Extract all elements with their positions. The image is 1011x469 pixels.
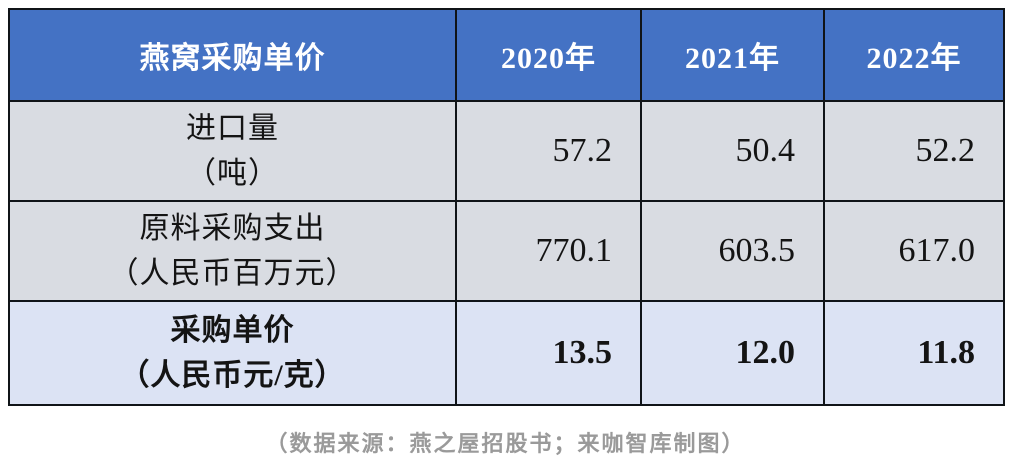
row-label-import-volume: 进口量 （吨）	[8, 100, 457, 202]
row-label-line1: 进口量	[186, 112, 279, 145]
row-label-line2: （人民币元/克）	[119, 359, 346, 392]
table-header-row: 燕窝采购单价 2020年 2021年 2022年	[8, 8, 1005, 102]
cell-import-2021: 50.4	[640, 100, 825, 202]
cell-unitprice-2022: 11.8	[823, 300, 1005, 406]
cell-unitprice-2020: 13.5	[455, 300, 642, 406]
row-label-line1: 原料采购支出	[139, 212, 326, 245]
cell-spend-2021: 603.5	[640, 200, 825, 302]
year-header-2022: 2022年	[823, 8, 1005, 102]
year-header-2020: 2020年	[455, 8, 642, 102]
cell-import-2022: 52.2	[823, 100, 1005, 202]
cell-unitprice-2021: 12.0	[640, 300, 825, 406]
table-row-raw-material-spend: 原料采购支出 （人民币百万元） 770.1 603.5 617.0	[8, 200, 1005, 302]
table-row-import-volume: 进口量 （吨） 57.2 50.4 52.2	[8, 100, 1005, 202]
row-label-line2: （人民币百万元）	[108, 257, 357, 290]
row-label-line1: 采购单价	[170, 314, 295, 347]
cell-spend-2020: 770.1	[455, 200, 642, 302]
table-title-cell: 燕窝采购单价	[8, 8, 457, 102]
row-label-line2: （吨）	[186, 157, 279, 190]
source-caption: （数据来源：燕之屋招股书；来咖智库制图）	[265, 431, 746, 456]
procurement-price-table: 燕窝采购单价 2020年 2021年 2022年 进口量 （吨） 57.2 50…	[8, 8, 1005, 406]
row-label-raw-material-spend: 原料采购支出 （人民币百万元）	[8, 200, 457, 302]
table-row-unit-price: 采购单价 （人民币元/克） 13.5 12.0 11.8	[8, 300, 1005, 406]
cell-import-2020: 57.2	[455, 100, 642, 202]
row-label-unit-price: 采购单价 （人民币元/克）	[8, 300, 457, 406]
cell-spend-2022: 617.0	[823, 200, 1005, 302]
year-header-2021: 2021年	[640, 8, 825, 102]
